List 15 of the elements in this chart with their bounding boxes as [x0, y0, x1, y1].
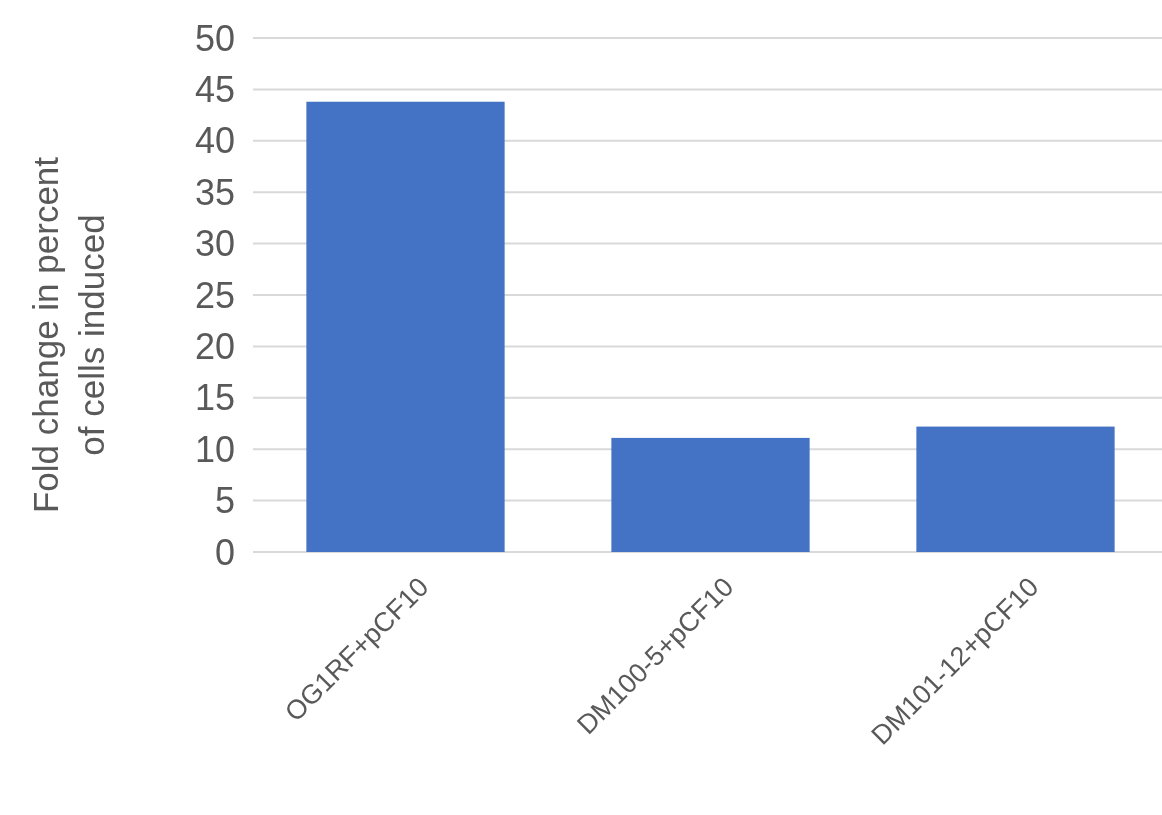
y-tick-label: 45: [194, 69, 235, 110]
bar: [916, 426, 1115, 552]
y-tick-label: 10: [194, 428, 235, 470]
bar: [611, 437, 810, 552]
y-tick-label: 15: [194, 377, 235, 419]
y-tick-label: 35: [194, 171, 235, 213]
y-axis-title: Fold change in percent of cells induced: [26, 156, 111, 514]
y-tick-label: 40: [194, 120, 235, 162]
y-tick-label: 25: [194, 274, 235, 316]
bar: [306, 101, 505, 552]
y-tick-label: 50: [194, 17, 235, 59]
y-tick-label: 0: [214, 531, 235, 573]
y-tick-label: 5: [214, 480, 235, 522]
y-tick-label: 30: [194, 223, 235, 265]
y-tick-label: 20: [194, 326, 235, 367]
